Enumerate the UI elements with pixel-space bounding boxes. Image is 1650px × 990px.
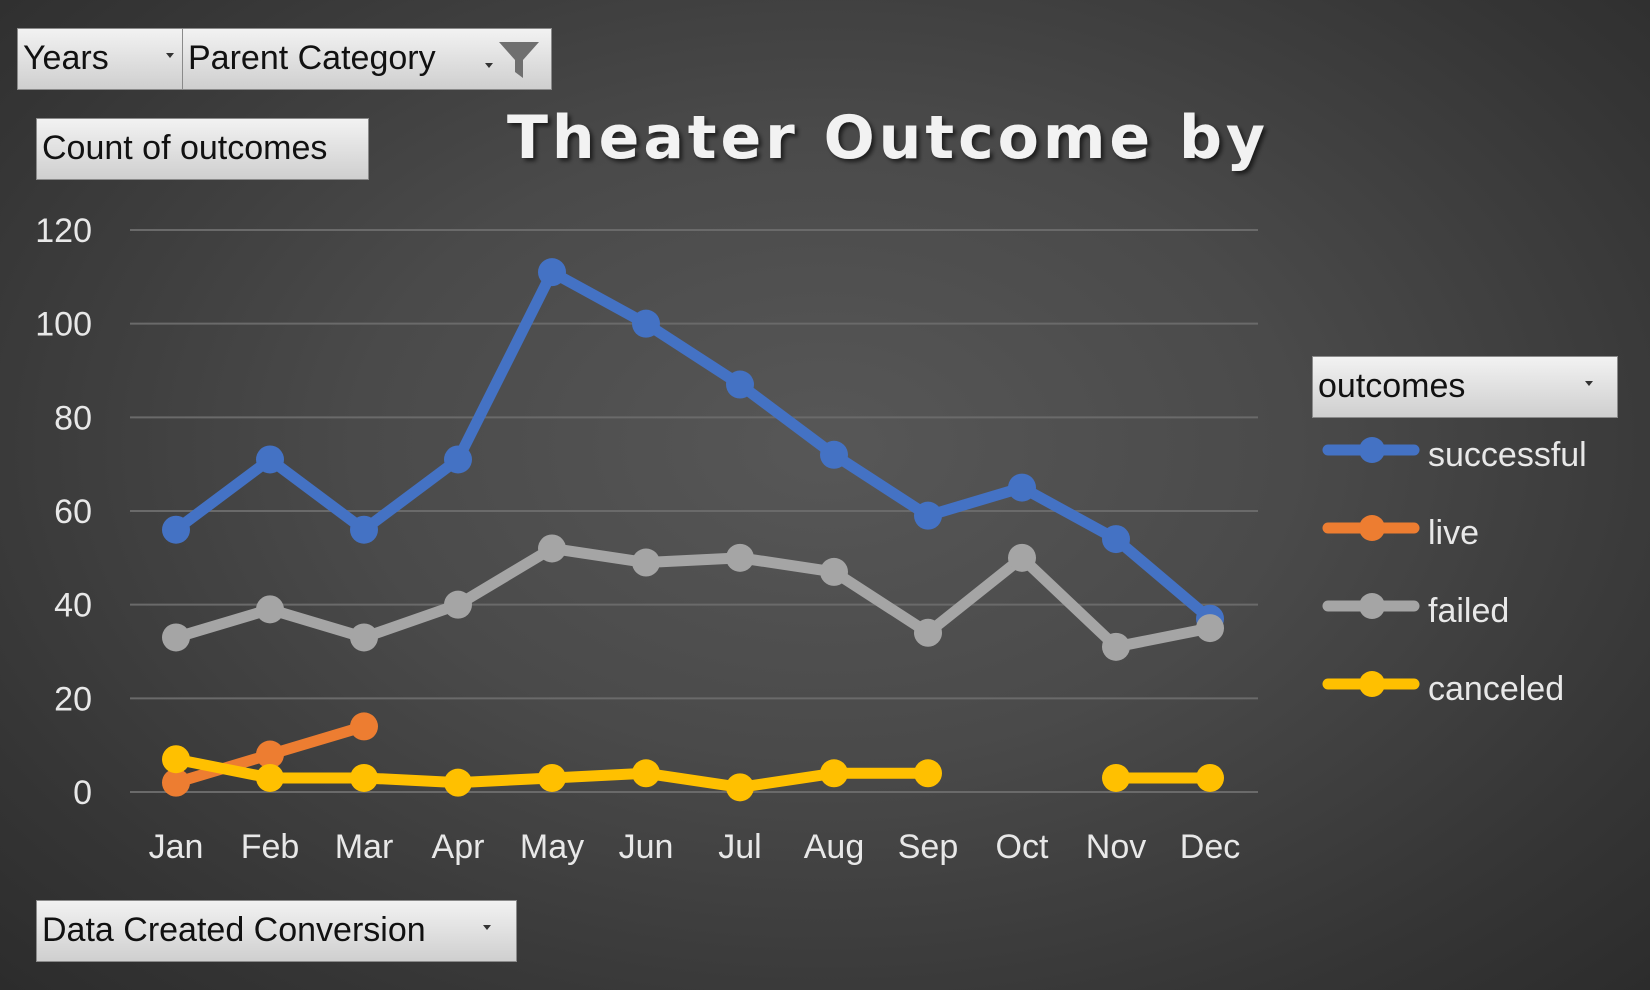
- x-tick-label: Sep: [898, 828, 959, 866]
- gridlines: [130, 229, 1258, 793]
- chevron-down-icon: [166, 53, 174, 58]
- data-point-failed[interactable]: [1008, 543, 1036, 572]
- data-point-successful[interactable]: [162, 515, 190, 544]
- data-point-canceled[interactable]: [1196, 763, 1224, 792]
- data-point-successful[interactable]: [350, 515, 378, 544]
- y-tick-label: 40: [54, 587, 92, 625]
- data-point-failed[interactable]: [726, 543, 754, 572]
- legend-marker-failed: [1322, 593, 1420, 619]
- data-point-successful[interactable]: [726, 370, 754, 399]
- data-point-canceled[interactable]: [632, 759, 660, 788]
- years-filter-button[interactable]: Years: [17, 28, 183, 90]
- data-point-successful[interactable]: [1102, 525, 1130, 554]
- series-successful: [162, 258, 1224, 633]
- chevron-down-icon: [1585, 381, 1593, 386]
- legend-label: canceled: [1428, 670, 1565, 708]
- data-point-canceled[interactable]: [538, 763, 566, 792]
- data-point-failed[interactable]: [820, 557, 848, 586]
- legend-item-canceled[interactable]: canceled: [1310, 654, 1640, 732]
- legend-label: successful: [1428, 436, 1587, 474]
- data-point-successful[interactable]: [820, 440, 848, 469]
- legend-item-live[interactable]: live: [1310, 498, 1640, 576]
- x-tick-label: Dec: [1180, 828, 1240, 866]
- data-point-failed[interactable]: [1102, 632, 1130, 661]
- data-point-live[interactable]: [350, 712, 378, 741]
- legend-item-failed[interactable]: failed: [1310, 576, 1640, 654]
- filter-funnel-icon: [499, 42, 539, 78]
- y-tick-label: 0: [73, 774, 92, 812]
- data-point-failed[interactable]: [632, 548, 660, 577]
- series-canceled: [162, 745, 1224, 802]
- parent-category-filter-label: Parent Category: [188, 39, 436, 77]
- x-tick-label: Mar: [335, 828, 394, 866]
- x-tick-label: May: [520, 828, 584, 866]
- series-live: [162, 712, 378, 797]
- y-tick-label: 80: [54, 399, 92, 437]
- value-field-label: Count of outcomes: [42, 129, 328, 167]
- y-tick-label: 120: [35, 212, 92, 250]
- data-point-failed[interactable]: [350, 623, 378, 652]
- data-point-failed[interactable]: [444, 590, 472, 619]
- legend-marker-canceled: [1322, 671, 1420, 697]
- years-filter-label: Years: [23, 39, 109, 77]
- y-axis-ticks: 0 20 40 60 80 100 120: [35, 212, 92, 812]
- chevron-down-icon: [483, 925, 491, 930]
- data-point-failed[interactable]: [256, 595, 284, 624]
- data-point-canceled[interactable]: [726, 773, 754, 802]
- axis-field-button[interactable]: Data Created Conversion: [36, 900, 517, 962]
- data-point-canceled[interactable]: [162, 745, 190, 774]
- series-line-successful: [170, 266, 1216, 625]
- x-tick-label: Oct: [996, 828, 1049, 866]
- data-point-canceled[interactable]: [350, 763, 378, 792]
- x-axis-ticks: Jan Feb Mar Apr May Jun Jul Aug Sep Oct Nov Dec: [149, 828, 1241, 866]
- data-point-successful[interactable]: [632, 309, 660, 338]
- chevron-down-icon: [485, 63, 493, 68]
- x-tick-label: Apr: [432, 828, 485, 866]
- legend-marker-live: [1322, 515, 1420, 541]
- chart-title: Theater Outcome by: [507, 103, 1269, 173]
- series-line-failed: [170, 542, 1216, 653]
- data-point-canceled[interactable]: [1102, 763, 1130, 792]
- legend-label: failed: [1428, 592, 1510, 630]
- legend-marker-successful: [1322, 437, 1420, 463]
- x-tick-label: Jan: [149, 828, 204, 866]
- data-point-live[interactable]: [256, 740, 284, 769]
- data-point-canceled[interactable]: [820, 759, 848, 788]
- y-tick-label: 100: [35, 306, 92, 344]
- chart-legend: successful live failed canceled: [1310, 420, 1640, 732]
- series-failed: [162, 534, 1224, 661]
- x-tick-label: Feb: [241, 828, 300, 866]
- data-point-successful[interactable]: [444, 445, 472, 474]
- data-point-failed[interactable]: [1196, 614, 1224, 643]
- x-tick-label: Nov: [1086, 828, 1146, 866]
- data-point-canceled[interactable]: [444, 768, 472, 797]
- legend-field-button[interactable]: outcomes: [1312, 356, 1618, 418]
- value-field-button[interactable]: Count of outcomes: [36, 118, 369, 180]
- y-tick-label: 60: [54, 493, 92, 531]
- parent-category-filter-button[interactable]: Parent Category: [182, 28, 552, 90]
- data-point-live[interactable]: [162, 768, 190, 797]
- data-point-successful[interactable]: [256, 445, 284, 474]
- data-point-failed[interactable]: [914, 618, 942, 647]
- series-layer: [162, 258, 1224, 802]
- legend-field-label: outcomes: [1318, 367, 1466, 405]
- x-tick-label: Jul: [718, 828, 761, 866]
- legend-item-successful[interactable]: successful: [1310, 420, 1640, 498]
- data-point-successful[interactable]: [1008, 473, 1036, 502]
- x-tick-label: Aug: [804, 828, 865, 866]
- data-point-failed[interactable]: [538, 534, 566, 563]
- data-point-canceled[interactable]: [256, 763, 284, 792]
- axis-field-label: Data Created Conversion: [42, 911, 426, 949]
- x-tick-label: Jun: [619, 828, 674, 866]
- data-point-successful[interactable]: [914, 501, 942, 530]
- data-point-failed[interactable]: [162, 623, 190, 652]
- data-point-canceled[interactable]: [914, 759, 942, 788]
- y-tick-label: 20: [54, 680, 92, 718]
- legend-label: live: [1428, 514, 1480, 552]
- data-point-successful[interactable]: [538, 258, 566, 287]
